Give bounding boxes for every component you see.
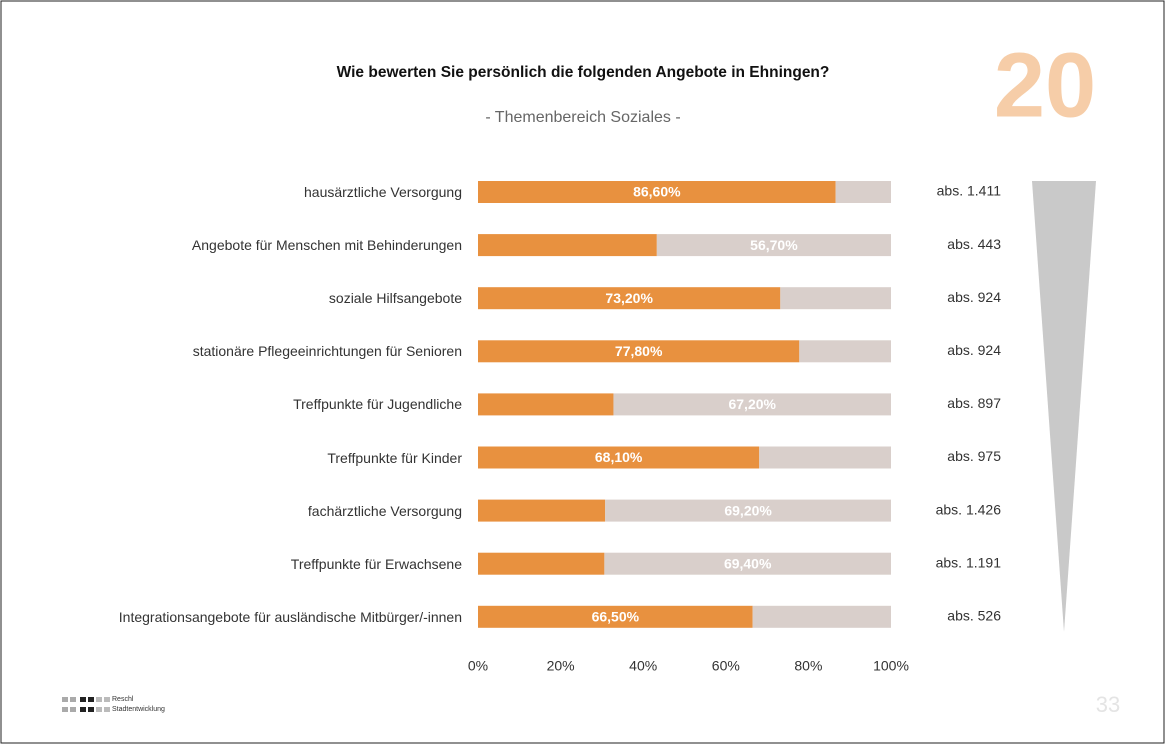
bar-segment xyxy=(780,287,891,310)
x-tick-label: 80% xyxy=(794,658,822,674)
bar-segment xyxy=(605,499,891,522)
data-label: 77,80% xyxy=(615,343,663,359)
bar-segment xyxy=(799,340,891,363)
bar-segment xyxy=(478,499,606,522)
bar-segment xyxy=(656,234,891,257)
data-label: 69,20% xyxy=(724,502,772,518)
x-tick-label: 0% xyxy=(468,658,488,674)
chart-subtitle: - Themenbereich Soziales - xyxy=(485,109,681,126)
triangle xyxy=(1032,181,1096,632)
badge: 20 xyxy=(994,34,1096,136)
bar-segment xyxy=(835,181,891,203)
annotation: abs. 526 xyxy=(947,608,1001,624)
x-tick-label: 40% xyxy=(629,658,657,674)
annotation: abs. 443 xyxy=(947,236,1001,252)
bar-segment xyxy=(752,605,891,628)
bar-segment xyxy=(478,181,836,203)
category-label: Integrationsangebote für ausländische Mi… xyxy=(118,608,462,625)
category-label: fachärztliche Versorgung xyxy=(307,502,462,519)
category-label: Treffpunkte für Jugendliche xyxy=(293,396,462,413)
data-label: 86,60% xyxy=(633,184,681,200)
bar-segment xyxy=(759,446,891,469)
data-label: 69,40% xyxy=(724,555,772,571)
category-label: soziale Hilfsangebote xyxy=(328,290,462,307)
page-number: 33 xyxy=(1096,692,1120,717)
data-label: 56,70% xyxy=(750,237,798,253)
chart-title: Wie bewerten Sie persönlich die folgende… xyxy=(336,64,830,81)
annotation: abs. 1.411 xyxy=(937,183,1002,199)
data-label: 67,20% xyxy=(728,396,776,412)
bar-segment xyxy=(478,393,614,416)
x-tick-label: 20% xyxy=(547,658,575,674)
logo-text: Stadtentwicklung xyxy=(112,706,165,713)
annotation: abs. 975 xyxy=(947,448,1001,464)
annotation: abs. 924 xyxy=(947,342,1001,358)
data-label: 68,10% xyxy=(595,449,643,465)
bar-segment xyxy=(478,605,753,628)
bar-segment xyxy=(478,552,605,575)
annotation: abs. 897 xyxy=(947,395,1001,411)
bar-segment xyxy=(478,234,657,257)
x-tick-label: 100% xyxy=(873,658,909,674)
bar-segment xyxy=(478,340,800,363)
logo-text: Reschl xyxy=(112,696,134,703)
category-label: Angebote für Menschen mit Behinderungen xyxy=(191,237,462,254)
logo: Reschl Stadtentwicklung xyxy=(62,696,165,713)
bar-segment xyxy=(478,446,760,469)
annotation: abs. 924 xyxy=(947,289,1001,305)
data-label: 73,20% xyxy=(605,290,653,306)
annotation: abs. 1.426 xyxy=(936,501,1002,517)
category-label: hausärztliche Versorgung xyxy=(304,184,462,200)
bar-segment xyxy=(613,393,891,416)
data-label: 66,50% xyxy=(592,609,640,625)
category-label: Treffpunkte für Kinder xyxy=(327,449,462,466)
bar-segment xyxy=(604,552,891,575)
category-label: stationäre Pflegeeinrichtungen für Senio… xyxy=(192,343,462,360)
category-label: Treffpunkte für Erwachsene xyxy=(290,555,462,572)
annotation: abs. 1.191 xyxy=(936,554,1002,570)
x-tick-label: 60% xyxy=(712,658,740,674)
bar-segment xyxy=(478,287,781,310)
